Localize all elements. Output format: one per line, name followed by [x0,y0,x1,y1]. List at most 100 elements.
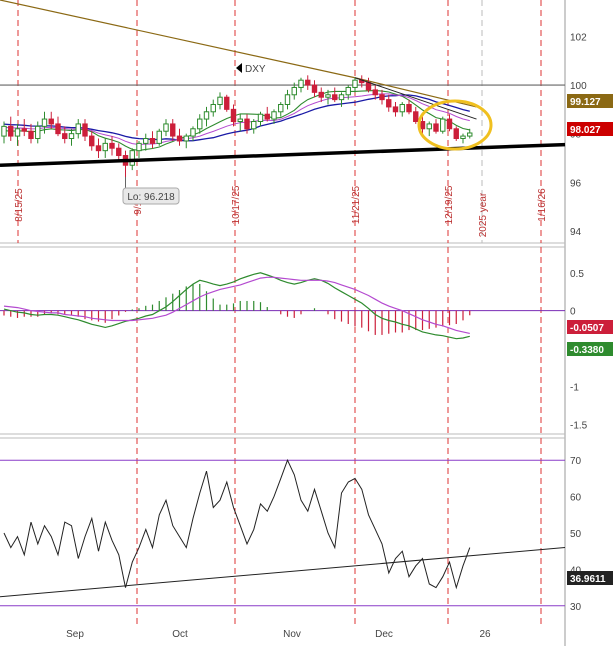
moving-average-20 [3,89,470,151]
candle-body [35,125,41,140]
price-tick-label: 100 [570,81,587,92]
ma-value-label: 99.127 [570,97,601,108]
x-axis-label: 26 [479,629,491,640]
date-label: 10/17/25 [231,185,242,224]
candle-body [183,135,189,142]
date-label: 8/15/25 [14,188,25,222]
resistance-trendline [354,77,477,120]
candle-body [399,103,405,113]
candle-body [48,118,54,125]
macd-tick-label: 0 [570,307,576,318]
candle-body [318,91,324,98]
candle-body [14,128,21,137]
date-label: 2025 year [478,192,489,237]
candle-body [176,135,183,142]
candle-body [291,86,297,96]
rsi-tick-label: 40 [570,565,582,576]
candle-body [8,125,14,137]
panel-frames [0,0,566,646]
highlight-ellipse [417,99,493,151]
candle-body [311,84,318,93]
candle-body [197,118,203,130]
candle-body [143,138,149,144]
candle-body [28,130,34,140]
candle-body [305,79,311,86]
candle-body [264,113,270,120]
candle-body [163,123,169,132]
low-label: Lo: 96.218 [127,192,175,203]
candle-body [136,142,142,152]
ma-value-box [567,94,613,108]
candle-body [460,135,466,140]
candle-body [129,150,135,166]
candle-body [68,133,75,140]
macd-panel [0,272,565,340]
date-label: 9/19 [133,195,144,215]
candle-body [332,94,338,101]
price-tick-label: 102 [570,32,587,43]
candle-body [102,142,108,152]
moving-average-50 [3,94,470,142]
candle-body [55,123,61,135]
candle-body [278,103,284,113]
macd-line [3,272,470,340]
candle-body [338,94,345,101]
candle-body [453,128,459,140]
candle-body [109,142,115,149]
last-price-label: 98.027 [570,125,601,136]
candle-body [271,111,277,120]
date-label: 11/21/25 [351,185,362,224]
macd-value-label: -0.0507 [570,323,604,334]
candle-body [95,145,102,152]
moving-average-30 [3,93,470,146]
macd-tick-label: -1 [570,383,579,394]
candle-body [257,113,264,122]
axis-labels: 94969810010299.12798.0270.50-0.5-1-1.5-0… [66,32,613,640]
x-axis-label: Nov [283,629,301,640]
candle-body [325,94,331,98]
rsi-panel [0,458,566,607]
x-axis-label: Oct [172,629,188,640]
last-price-box [567,122,613,136]
candle-body [217,96,223,105]
macd-signal-line [3,276,470,334]
x-axis-label: Sep [66,629,84,640]
candle-body [413,111,419,122]
candle-body [230,108,237,122]
date-label: 12/19/25 [444,185,455,224]
candle-body [237,118,243,122]
candle-body [75,123,81,135]
date-label: 1/16/26 [537,188,548,222]
candle-body [284,94,291,105]
rsi-tick-label: 70 [570,456,582,467]
vertical-date-lines: 8/15/25 9/19 10/17/25 11/21/25 12/19/25 2025 … [14,0,548,626]
candle-body [156,130,162,144]
signal-value-box [567,342,613,356]
candle-body [62,133,68,140]
price-tick-label: 94 [570,227,582,238]
symbol-marker-icon [236,63,242,73]
candle-body [379,94,385,101]
candle-body [41,118,48,127]
macd-value-box [567,320,613,334]
candle-body [170,123,176,137]
symbol-label: DXY [245,64,266,75]
candle-body [190,128,196,137]
candle-body [89,135,95,147]
macd-tick-label: -1.5 [570,420,588,431]
candle-body [433,123,439,132]
x-axis-label: Dec [375,629,393,640]
price-tick-label: 96 [570,178,582,189]
candle-body [372,89,378,96]
candle-body [1,125,7,137]
candle-body [82,123,88,137]
candle-body [298,79,304,88]
rsi-value-label: 36.9611 [570,574,606,585]
candle-body [210,103,216,113]
candle-body [406,103,412,113]
rsi-line [3,458,471,590]
candle-body [392,106,399,113]
rsi-tick-label: 30 [570,602,582,613]
